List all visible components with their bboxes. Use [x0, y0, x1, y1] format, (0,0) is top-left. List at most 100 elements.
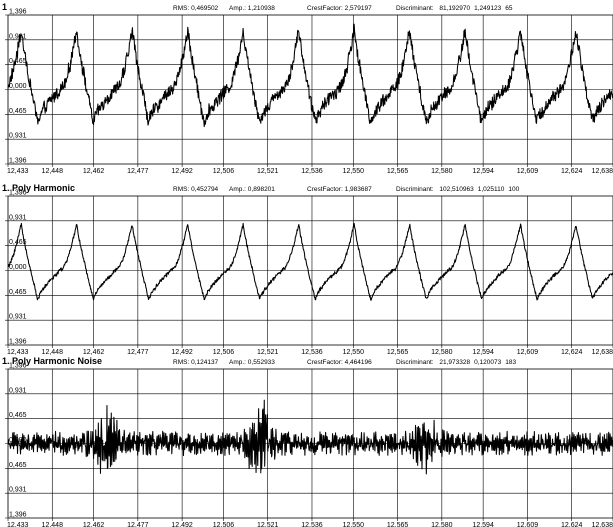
x-tick-label: 12,638: [592, 168, 613, 175]
x-tick-label: 12,433: [7, 522, 29, 527]
crest-factor-stat: CrestFactor: 2,579197: [307, 5, 372, 12]
x-tick-label: 12,492: [171, 349, 193, 356]
x-tick-label: 12,536: [301, 168, 323, 175]
amp-stat: Amp.: 0,552933: [229, 359, 275, 366]
crest-factor-stat: CrestFactor: 1,983687: [307, 186, 372, 193]
x-tick-label: 12,624: [561, 349, 583, 356]
y-tick-label: 1,396: [9, 339, 27, 346]
x-tick-label: 12,448: [42, 349, 64, 356]
waveform-plot: 1,3960,9310,4650,0000,4650,9311,39612,43…: [5, 190, 613, 356]
discriminant-stat: Discriminant: 81,192970 1,249123 65: [396, 5, 513, 12]
x-tick-label: 12,492: [171, 522, 193, 527]
waveform-series: [7, 222, 613, 301]
rms-value: 0,452794: [191, 186, 219, 193]
waveform-series: [7, 399, 613, 475]
crest-factor-stat: CrestFactor: 4,464196: [307, 359, 372, 366]
x-tick-label: 12,580: [431, 349, 453, 356]
x-tick-label: 12,521: [257, 522, 279, 527]
rms-stat: RMS: 0,452794: [173, 186, 219, 193]
plot-frame: [7, 14, 613, 165]
x-tick-label: 12,521: [257, 168, 279, 175]
y-tick-label: 1,396: [9, 158, 27, 165]
x-tick-label: 12,565: [387, 168, 409, 175]
x-tick-label: 12,594: [472, 168, 494, 175]
rms-value: 0,469502: [191, 5, 219, 12]
x-tick-label: 12,536: [301, 349, 323, 356]
y-tick-label: 1,396: [9, 512, 27, 519]
x-tick-label: 12,433: [7, 168, 29, 175]
discriminant-value-1: 81,192970: [439, 5, 471, 12]
chart-panel-3: 1. Poly Harmonic Noise RMS: 0,124137 Amp…: [0, 354, 613, 527]
chart-title: 1. Poly Harmonic: [2, 183, 76, 193]
discriminant-value-2: 0,120073: [474, 359, 502, 366]
y-tick-label: 0,931: [9, 33, 27, 40]
y-tick-label: 0,931: [9, 387, 27, 394]
y-tick-label: 0,465: [9, 58, 27, 65]
x-tick-label: 12,506: [213, 349, 235, 356]
x-tick-label: 12,462: [83, 168, 105, 175]
crest-factor-value: 2,579197: [344, 5, 372, 12]
discriminant-value-3: 65: [505, 5, 513, 12]
y-tick-label: 0,931: [9, 214, 27, 221]
x-tick-label: 12,448: [42, 522, 64, 527]
y-tick-label: 1,396: [9, 9, 27, 16]
x-tick-label: 12,477: [127, 168, 149, 175]
x-tick-label: 12,609: [517, 349, 539, 356]
rms-stat: RMS: 0,124137: [173, 359, 219, 366]
y-tick-label: 0,465: [9, 108, 27, 115]
x-tick-label: 12,565: [387, 349, 409, 356]
chart-panel-2: 1. Poly Harmonic RMS: 0,452794 Amp.: 0,8…: [0, 181, 613, 356]
chart-panel-1: 1 RMS: 0,469502 Amp.: 1,210938 CrestFact…: [0, 0, 613, 175]
waveform-plot: 1,3960,9310,4650,0000,4650,9311,39612,43…: [5, 363, 613, 527]
discriminant-value-1: 21,973328: [439, 359, 471, 366]
x-tick-label: 12,477: [127, 349, 149, 356]
rms-stat: RMS: 0,469502: [173, 5, 219, 12]
discriminant-value-2: 1,025110: [477, 186, 505, 193]
x-tick-label: 12,580: [431, 522, 453, 527]
y-tick-label: 0,465: [9, 289, 27, 296]
x-tick-label: 12,594: [472, 349, 494, 356]
x-tick-label: 12,477: [127, 522, 149, 527]
chart-title: 1: [2, 2, 8, 12]
x-tick-label: 12,624: [561, 168, 583, 175]
discriminant-value-2: 1,249123: [474, 5, 502, 12]
x-tick-label: 12,580: [431, 168, 453, 175]
crest-factor-value: 4,464196: [344, 359, 372, 366]
discriminant-value-3: 183: [505, 359, 517, 366]
discriminant-stat: Discriminant: 21,973328 0,120073 183: [396, 359, 517, 366]
plot-frame: [7, 195, 613, 346]
x-tick-label: 12,550: [343, 522, 365, 527]
y-tick-label: 0,465: [9, 412, 27, 419]
y-tick-label: 0,000: [9, 83, 27, 90]
y-tick-label: 0,000: [9, 264, 27, 271]
waveform-series: [7, 23, 613, 128]
x-tick-label: 12,462: [83, 349, 105, 356]
amp-value: 0,552933: [247, 359, 275, 366]
y-tick-label: 0,931: [9, 487, 27, 494]
x-tick-label: 12,462: [83, 522, 105, 527]
chart-title: 1. Poly Harmonic Noise: [2, 356, 103, 366]
x-tick-label: 12,492: [171, 168, 193, 175]
discriminant-value-1: 102,510963: [439, 186, 474, 193]
amp-value: 0,898201: [247, 186, 275, 193]
y-tick-label: 0,465: [9, 462, 27, 469]
discriminant-value-3: 100: [508, 186, 520, 193]
x-tick-label: 12,609: [517, 168, 539, 175]
y-tick-label: 0,931: [9, 133, 27, 140]
x-tick-label: 12,536: [301, 522, 323, 527]
x-tick-label: 12,550: [343, 168, 365, 175]
x-tick-label: 12,565: [387, 522, 409, 527]
amp-stat: Amp.: 1,210938: [229, 5, 275, 12]
x-tick-label: 12,638: [592, 349, 613, 356]
y-tick-label: 1,396: [9, 190, 27, 197]
x-tick-label: 12,433: [7, 349, 29, 356]
x-tick-label: 12,521: [257, 349, 279, 356]
x-tick-label: 12,550: [343, 349, 365, 356]
x-tick-label: 12,609: [517, 522, 539, 527]
y-tick-label: 1,396: [9, 363, 27, 370]
x-tick-label: 12,448: [42, 168, 64, 175]
x-tick-label: 12,624: [561, 522, 583, 527]
x-tick-label: 12,594: [472, 522, 494, 527]
crest-factor-value: 1,983687: [344, 186, 372, 193]
amp-value: 1,210938: [247, 5, 275, 12]
